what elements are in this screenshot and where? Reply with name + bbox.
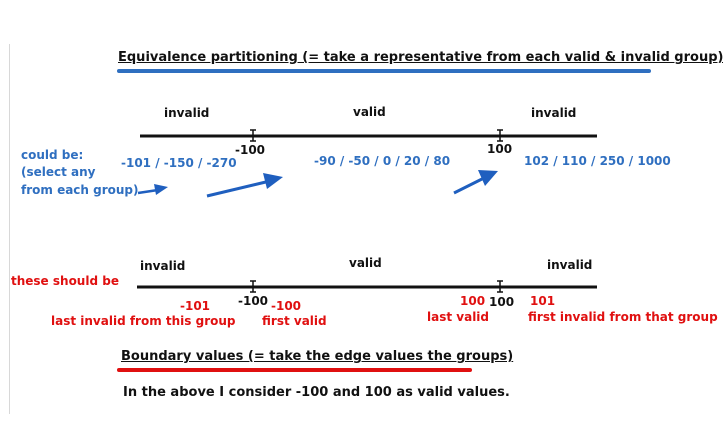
these-should-be-label: these should be [11,274,119,288]
first-invalid-from-that-group: first invalid from that group [528,310,718,324]
boundary-tick-right [497,280,503,293]
boundary-title: Boundary values (= take the edge values … [121,349,514,364]
label-valid: valid [353,105,386,119]
last-valid-label: last valid [427,310,490,324]
tick-label-100: 100 [487,142,513,156]
value-minus-100: -100 [271,299,302,313]
examples-invalid-right: 102 / 110 / 250 / 1000 [524,154,671,168]
boundary-label-valid: valid [349,256,382,270]
label-invalid-left: invalid [164,106,210,120]
boundary-title-underline [117,368,472,372]
arrow-icon-3 [453,170,498,195]
boundary-tick-label-100: 100 [489,295,515,309]
arrow-icon-1 [137,184,168,195]
value-100: 100 [460,294,486,308]
could-be-line-3: from each group) [21,183,139,197]
arrow-icon-2 [206,173,283,198]
left-margin-line [9,44,10,414]
value-101: 101 [530,294,556,308]
boundary-tick-left [250,280,256,293]
equivalence-tick-right [497,129,503,142]
boundary-tick-label-minus-100: -100 [238,294,269,308]
equivalence-title-underline [117,69,651,73]
first-valid-label: first valid [262,314,327,328]
equivalence-title: Equivalence partitioning (= take a repre… [118,50,723,65]
boundary-label-invalid-right: invalid [547,258,593,272]
boundary-note: In the above I consider -100 and 100 as … [123,385,510,400]
examples-valid: -90 / -50 / 0 / 20 / 80 [314,154,451,168]
boundary-label-invalid-left: invalid [140,259,186,273]
could-be-line-2: (select any [21,165,96,179]
last-invalid-from-this-group: last invalid from this group [51,314,236,328]
could-be-line-1: could be: [21,148,84,162]
equivalence-tick-left [250,129,256,142]
label-invalid-right: invalid [531,106,577,120]
tick-label-minus-100: -100 [235,143,266,157]
examples-invalid-left: -101 / -150 / -270 [121,156,237,170]
value-minus-101: -101 [180,299,211,313]
